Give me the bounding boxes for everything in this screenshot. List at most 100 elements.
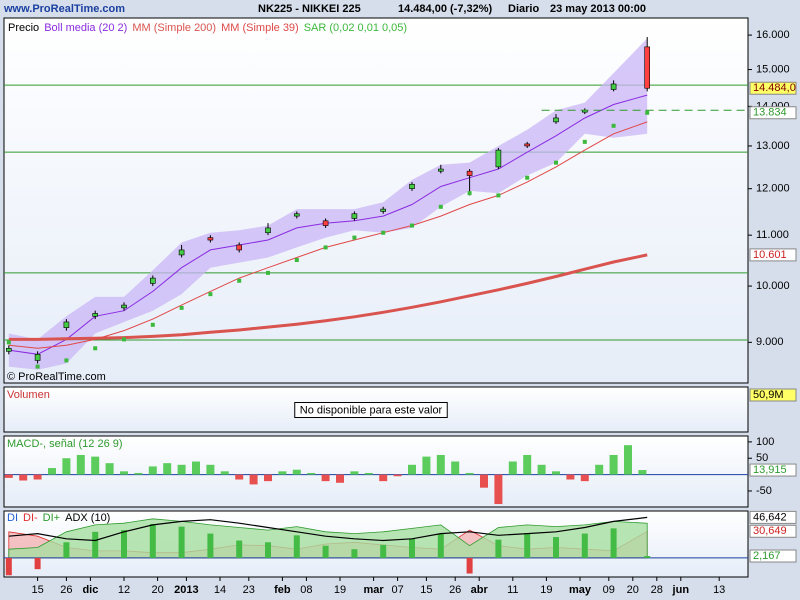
candle-body [121,304,127,309]
y-tick-label: 16.000 [756,29,790,41]
sar-dot [611,123,616,128]
x-tick-label: 20 [151,584,163,596]
adx-line [8,516,648,542]
sar-dot [496,193,501,198]
histogram-bar [192,461,200,475]
x-tick-label: 20 [627,584,639,596]
x-tick-label: 26 [449,584,461,596]
x-tick-label: mar [364,584,385,596]
di-bar [149,524,156,558]
candle-body [265,227,271,234]
value-box [749,248,797,262]
histogram-bar [480,474,488,488]
legend-entry: DI- [23,512,38,524]
x-tick-label: 13 [713,584,725,596]
value-box-label: 2,167 [753,550,781,562]
di-bar [610,528,617,558]
panel-note: No disponible para este valor [300,404,443,416]
sar-dot [35,364,40,369]
histogram-bar [120,471,128,475]
price: 14.484,00 (-7,32%) [398,3,493,15]
sar-dot [352,235,357,240]
di-bar [34,557,41,570]
candle-body [150,277,156,284]
histogram-bar [638,470,647,475]
di-bar [293,535,300,558]
histogram-bar [163,463,172,475]
sar-dot [525,175,530,180]
candle-body [466,170,473,176]
di-bar [380,544,387,558]
sar-dot [150,322,155,327]
date: 23 may 2013 00:00 [550,3,646,15]
candle-body [644,46,651,89]
period: Diario [508,3,539,15]
di-bar [581,533,588,558]
histogram-bar [580,474,589,482]
y-tick-label: 50 [756,452,768,464]
x-tick-label: may [569,584,592,596]
legend-entry: DI+ [43,512,60,524]
candle-body [6,347,12,352]
value-box [749,549,797,563]
value-box [749,463,797,477]
y-tick-label: 100 [756,436,774,448]
x-tick-label: 11 [507,584,518,596]
histogram-bar [307,472,316,475]
moving-average [8,253,648,341]
sar-dot [266,270,270,275]
di-bar [178,526,185,558]
candle-body [178,249,185,256]
histogram-bar [566,474,575,480]
histogram-bar [465,472,474,475]
x-tick-label: 09 [603,584,615,596]
histogram-bar [508,461,517,475]
histogram-bar [436,454,445,475]
histogram-bar [19,474,28,481]
histogram-bar [206,464,215,475]
di-bar [437,533,444,558]
value-box [749,106,797,120]
sar-dot [122,337,126,342]
bollinger-band [8,38,648,370]
legend-entry: Boll media (20 2) [44,22,127,34]
x-tick-label: jun [672,584,690,596]
histogram-bar [148,466,157,475]
value-box-label: 10.601 [753,249,787,261]
histogram-bar [537,464,546,475]
x-tick-label: abr [471,584,489,596]
sar-dot [323,245,328,250]
value-box-label: 30,649 [753,525,787,537]
histogram-bar [595,464,604,475]
di-bar [466,557,473,574]
x-tick-label: feb [274,584,291,596]
di-bar [553,537,559,558]
di-bar [265,542,271,558]
legend-entry: SAR (0,02 0,01 0,05) [304,22,407,34]
histogram-bar [364,472,373,475]
histogram-bar [494,474,503,505]
x-tick-label: dic [82,584,98,596]
candle-body [236,244,242,251]
value-box-label: 50,9M [753,389,784,401]
x-tick-label: 28 [651,584,663,596]
sar-dot [93,346,98,351]
histogram-bar [278,471,287,475]
value-box [749,81,797,95]
site: www.ProRealTime.com [3,3,125,15]
candle-body [322,220,329,226]
sar-dot [237,278,242,283]
y-tick-label: 11.000 [756,229,789,241]
legend-entry: Precio [8,22,39,34]
x-tick-label: 23 [243,584,255,596]
histogram-bar [33,474,42,480]
candle-body [351,213,358,219]
sar-dot [554,160,558,165]
sar-dot [64,358,69,363]
y-tick-label: 9.000 [756,336,784,348]
x-tick-label: 2013 [174,584,198,596]
histogram-bar [624,445,632,475]
histogram-bar [105,463,114,475]
value-box [749,524,797,538]
histogram-bar [350,471,359,475]
